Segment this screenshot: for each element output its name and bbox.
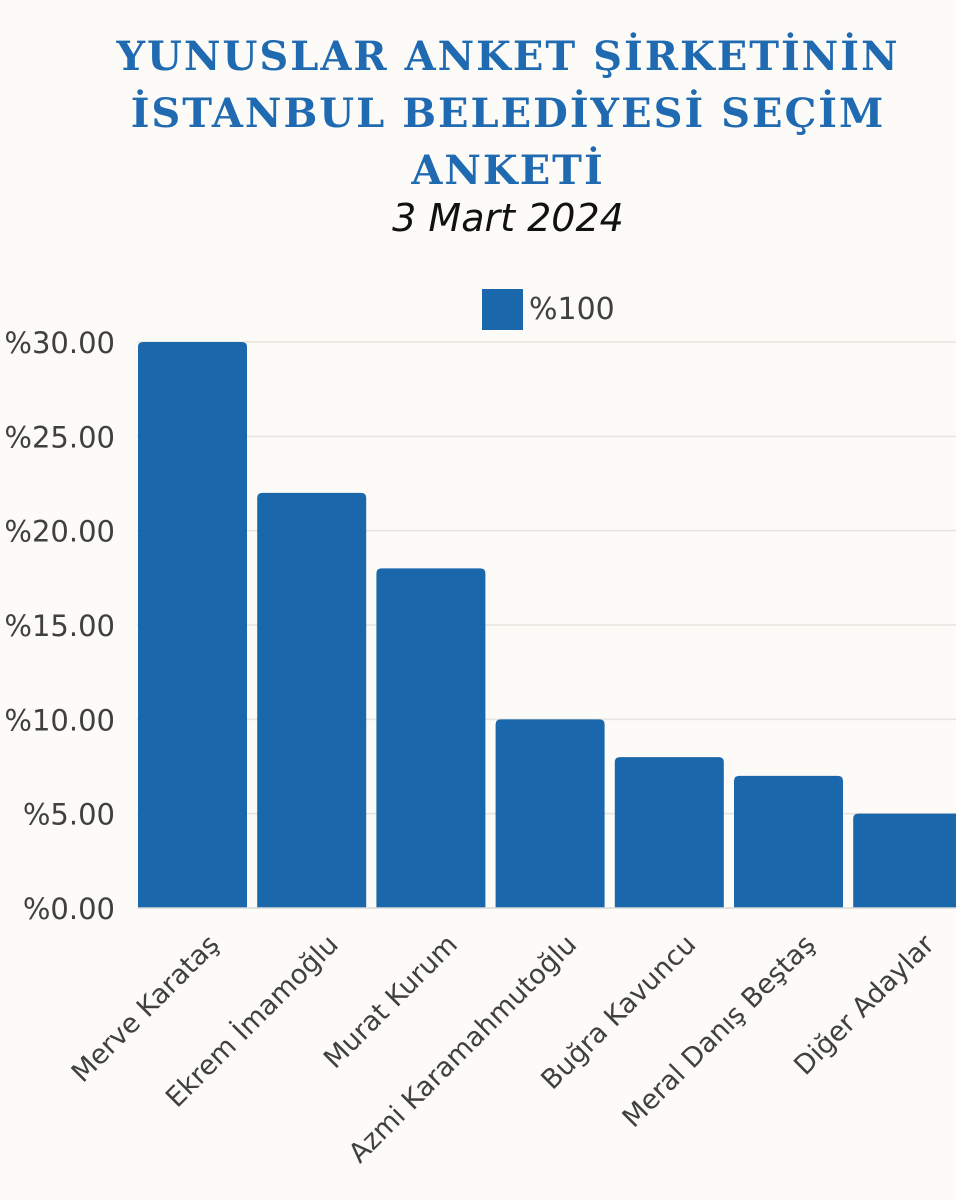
legend: %100 [482, 288, 615, 330]
legend-label: %100 [529, 291, 615, 327]
bar [853, 813, 956, 908]
x-tick-label: Azmi Karamahmutoğlu [343, 929, 583, 1169]
bar [257, 492, 367, 908]
chart-title: YUNUSLAR ANKET ŞİRKETİNİN İSTANBUL BELED… [0, 28, 956, 199]
y-tick-label: %25.00 [4, 420, 115, 454]
y-tick-label: %30.00 [4, 326, 115, 360]
x-tick-label: Meral Danış Beştaş [617, 929, 822, 1134]
y-tick-label: %15.00 [4, 609, 115, 643]
y-tick-label: %20.00 [4, 515, 115, 549]
y-axis-ticks: %0.00 %5.00 %10.00 %15.00 %20.00 %25.00 %30.00 [4, 326, 115, 926]
bar [495, 719, 605, 908]
legend-swatch [482, 288, 523, 330]
bar [734, 775, 843, 908]
bars [138, 342, 956, 908]
y-tick-label: %5.00 [23, 798, 115, 832]
chart-subtitle: 3 Mart 2024 [392, 196, 624, 240]
y-tick-label: %0.00 [23, 892, 115, 926]
title-line-2: İSTANBUL BELEDİYESİ SEÇİM [130, 90, 886, 137]
title-line-1: YUNUSLAR ANKET ŞİRKETİNİN [116, 33, 900, 80]
bar [614, 757, 724, 908]
y-tick-label: %10.00 [4, 703, 115, 737]
bar [138, 342, 247, 908]
bar [376, 568, 486, 908]
title-line-3: ANKETİ [411, 147, 605, 194]
